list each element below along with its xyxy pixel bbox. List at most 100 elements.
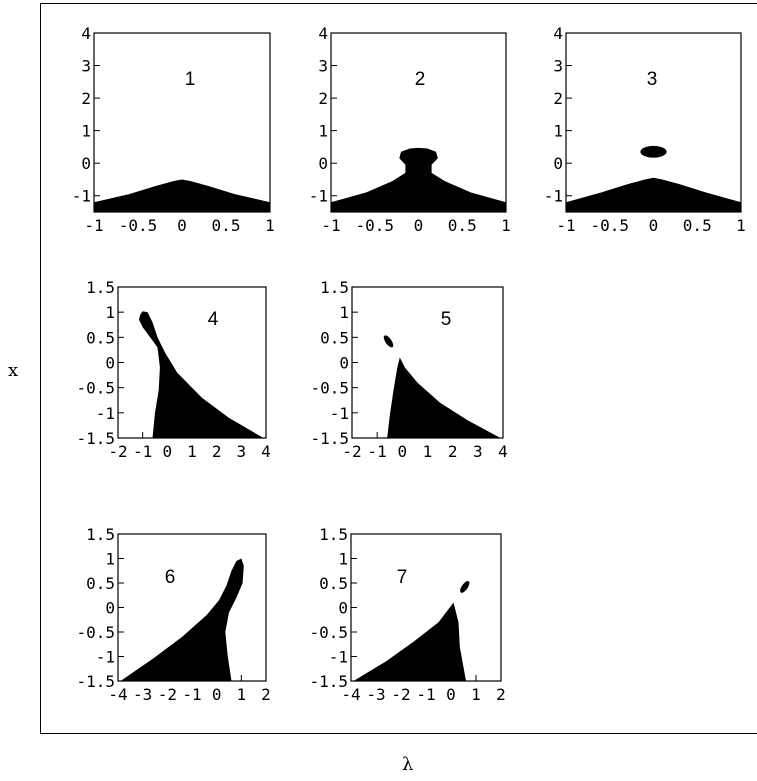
y-tick-label: 2 <box>553 89 563 108</box>
plot-7: -1.5-1-0.500.511.5-4 -3 -2 -1 0 1 27 <box>309 525 505 704</box>
x-tick-label: -1 <box>556 216 575 235</box>
y-tick-label: -1 <box>544 187 563 206</box>
region-area <box>139 311 264 438</box>
region-area <box>331 147 506 212</box>
y-tick-label: 3 <box>553 57 563 76</box>
x-tick-label: 0 <box>212 685 222 704</box>
x-tick-label: -1 <box>416 685 435 704</box>
x-tick-label: 4 <box>261 442 271 461</box>
y-tick-label: 1 <box>318 122 328 141</box>
x-tick-label: 1 <box>423 442 433 461</box>
plot-number-label: 3 <box>647 69 658 90</box>
x-tick-label: 0 <box>398 442 408 461</box>
x-tick-label: 1 <box>736 216 746 235</box>
x-tick-label: -2 <box>391 685 410 704</box>
y-tick-label: 1 <box>553 122 563 141</box>
y-tick-label: 0 <box>105 599 115 618</box>
x-tick-label: 1 <box>187 442 197 461</box>
region-blob <box>460 581 470 593</box>
y-tick-label: -1.5 <box>310 429 349 448</box>
x-tick-label: -0.5 <box>355 216 394 235</box>
x-tick-label: -3 <box>366 685 385 704</box>
y-tick-label: 0 <box>81 154 91 173</box>
plot-regions <box>331 147 506 212</box>
x-tick-label: -1 <box>182 685 201 704</box>
x-tick-label: -2 <box>342 442 361 461</box>
x-tick-label: 1 <box>501 216 511 235</box>
y-tick-label: -1 <box>96 404 115 423</box>
x-tick-label: 0.5 <box>683 216 712 235</box>
y-tick-label: 1 <box>105 550 115 569</box>
plot-number-label: 4 <box>208 309 219 330</box>
y-tick-label: 4 <box>553 24 563 43</box>
x-tick-label: 0.5 <box>212 216 241 235</box>
figure-frame <box>40 3 757 734</box>
y-tick-label: 0.5 <box>319 574 348 593</box>
x-tick-label: -1 <box>84 216 103 235</box>
x-tick-label: 0 <box>414 216 424 235</box>
y-tick-label: -1 <box>330 404 349 423</box>
y-tick-label: 1 <box>338 550 348 569</box>
region-blob <box>383 335 394 348</box>
y-axis-label: x <box>8 360 19 381</box>
plot-2: -1 0 1 2 3 4 -1 -0.5 0 0.5 1 2 <box>309 24 511 235</box>
region-area <box>387 357 501 438</box>
x-tick-label: 1 <box>237 685 247 704</box>
plot-regions <box>94 179 270 212</box>
y-tick-label: 1.5 <box>319 525 348 544</box>
x-tick-label: -0.5 <box>119 216 158 235</box>
x-tick-label: 1 <box>471 685 481 704</box>
y-tick-label: -1 <box>329 648 348 667</box>
region-blob <box>640 145 667 158</box>
y-tick-label: 1.5 <box>320 278 349 297</box>
y-tick-label: -1 <box>309 187 328 206</box>
x-tick-label: -2 <box>108 442 127 461</box>
y-tick-label: -1 <box>96 648 115 667</box>
x-tick-label: -1 <box>368 442 387 461</box>
plot-number-label: 2 <box>415 69 426 90</box>
y-tick-label: 1 <box>339 303 349 322</box>
x-tick-label: 0.5 <box>448 216 477 235</box>
region-area <box>120 558 244 681</box>
y-tick-label: -1.5 <box>76 429 115 448</box>
x-tick-label: 0 <box>649 216 659 235</box>
y-tick-label: 0.5 <box>320 328 349 347</box>
region-area <box>94 179 270 212</box>
plot-4: -1.5-1-0.500.511.5-2 -1 0 1 2 3 44 <box>76 278 270 461</box>
y-tick-label: 0 <box>339 354 349 373</box>
plot-regions <box>139 311 264 438</box>
y-tick-label: -0.5 <box>76 379 115 398</box>
region-area <box>353 602 466 681</box>
x-tick-label: 0 <box>177 216 187 235</box>
x-tick-label: -1 <box>133 442 152 461</box>
plot-3: -1 0 1 2 3 4 -1 -0.5 0 0.5 1 3 <box>544 24 746 235</box>
y-tick-label: 4 <box>81 24 91 43</box>
y-tick-label: 2 <box>81 89 91 108</box>
y-tick-label: 0.5 <box>86 328 115 347</box>
x-tick-label: -3 <box>133 685 152 704</box>
x-tick-label: 2 <box>496 685 506 704</box>
y-tick-label: 0 <box>318 154 328 173</box>
x-tick-label: 2 <box>261 685 271 704</box>
plot-number-label: 5 <box>441 309 452 330</box>
y-tick-label: 1.5 <box>86 278 115 297</box>
plot-6: -1.5-1-0.500.511.5-4 -3 -2 -1 0 1 26 <box>76 525 270 704</box>
y-tick-label: -0.5 <box>310 379 349 398</box>
y-tick-label: 4 <box>318 24 328 43</box>
y-tick-label: 1 <box>105 303 115 322</box>
plot-regions <box>383 335 501 438</box>
plot-regions <box>566 145 741 212</box>
y-tick-label: 0.5 <box>86 574 115 593</box>
y-tick-label: -1 <box>72 187 91 206</box>
x-tick-label: 3 <box>473 442 483 461</box>
y-tick-label: -0.5 <box>76 623 115 642</box>
y-tick-label: -1.5 <box>76 672 115 691</box>
region-area <box>566 177 741 212</box>
x-tick-label: 2 <box>448 442 458 461</box>
plot-regions <box>353 581 470 681</box>
x-tick-label: -0.5 <box>590 216 629 235</box>
x-axis-label: λ <box>402 754 414 775</box>
x-tick-label: 2 <box>212 442 222 461</box>
plot-number-label: 6 <box>165 567 176 588</box>
plot-5: -1.5-1-0.500.511.5-2 -1 0 1 2 3 45 <box>310 278 507 461</box>
